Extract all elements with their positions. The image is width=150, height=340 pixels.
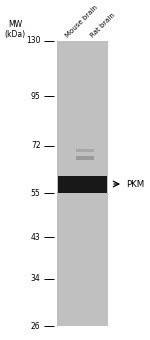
Text: 43: 43 <box>31 233 40 242</box>
Text: Rat brain: Rat brain <box>90 12 116 39</box>
Text: 72: 72 <box>31 141 40 150</box>
Bar <box>76 156 94 160</box>
Bar <box>58 175 83 192</box>
Text: 34: 34 <box>31 274 40 283</box>
Bar <box>83 175 107 192</box>
Text: 130: 130 <box>26 36 40 45</box>
Text: 55: 55 <box>31 189 40 198</box>
Text: PKM: PKM <box>126 180 144 188</box>
Bar <box>57 41 108 326</box>
Text: MW
(kDa): MW (kDa) <box>4 20 26 39</box>
Text: 95: 95 <box>31 92 40 101</box>
Text: Mouse brain: Mouse brain <box>65 4 99 39</box>
Text: 26: 26 <box>31 322 40 331</box>
Bar <box>76 149 94 152</box>
